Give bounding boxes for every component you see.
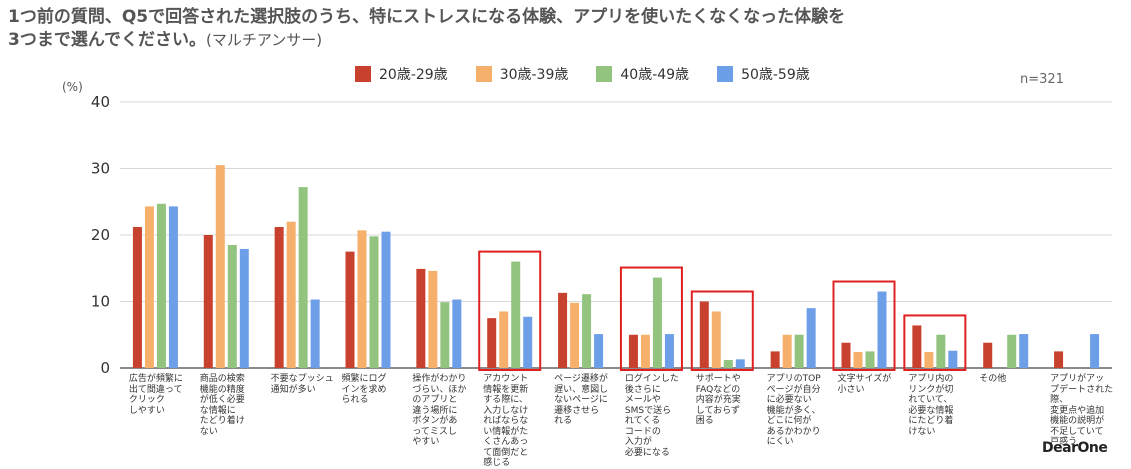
x-tick-label: アプリのTOP ページが自分 に必要ない 機能が多く、 どこに何が あるかわかり にくい <box>766 374 821 447</box>
bar <box>239 248 249 368</box>
bar <box>523 316 533 368</box>
bar <box>865 351 875 368</box>
legend-label: 30歳-39歳 <box>499 67 569 83</box>
bar <box>640 334 650 368</box>
bar <box>487 318 497 368</box>
bar <box>274 227 284 368</box>
x-tick-label: アプリ内の リンクが切 れていて、 必要な情報 にたどり着 けない <box>908 374 954 437</box>
legend-swatch <box>596 66 613 82</box>
x-tick-label: アカウント 情報を更新 する際に、 入力しなけ ればならな い情報がた くさんあっ て面倒だと… <box>483 374 529 468</box>
legend-label: 40歳-49歳 <box>620 67 690 83</box>
bar <box>381 231 391 368</box>
x-tick-label: アプリがアッ プデートされた際、 変更点や追加 機能の説明が 不足していて 戸惑う <box>1050 374 1114 447</box>
bar <box>132 227 142 368</box>
bar <box>806 308 816 368</box>
bar <box>1090 334 1100 368</box>
bar <box>440 302 450 368</box>
x-tick-label: 広告が頻繁に 出て間違って クリック しやすい <box>128 374 183 416</box>
bar <box>948 350 958 368</box>
bar <box>711 311 721 368</box>
legend-swatch <box>717 66 734 82</box>
highlight-box <box>903 314 967 372</box>
bar <box>416 268 426 368</box>
bar <box>1007 334 1017 368</box>
highlight-box <box>619 266 683 371</box>
y-tick-label: 20 <box>91 226 110 244</box>
bar <box>628 334 638 368</box>
bar <box>428 270 438 368</box>
chart-legend: 20歳-29歳 30歳-39歳 40歳-49歳 50歳-59歳 <box>355 64 810 84</box>
y-tick-label: 0 <box>100 359 110 377</box>
y-axis-unit: (%) <box>62 80 83 94</box>
legend-item: 30歳-39歳 <box>475 64 569 84</box>
bar <box>310 299 320 368</box>
highlight-box <box>690 290 754 371</box>
bar <box>156 203 166 368</box>
bar <box>877 291 887 368</box>
x-tick-label: 文字サイズが 小さい <box>837 374 892 395</box>
bar <box>770 351 780 368</box>
bar <box>699 301 709 368</box>
legend-item: 50歳-59歳 <box>717 64 810 84</box>
bar <box>853 352 863 368</box>
highlight-box <box>832 280 896 371</box>
bar <box>227 244 237 368</box>
bar <box>723 360 733 368</box>
title-main: 1つ前の質問、Q5で回答された選択肢のうち、特にストレスになる体験、アプリを使い… <box>8 7 846 27</box>
y-tick-label: 30 <box>91 160 110 178</box>
bar <box>570 302 580 368</box>
chart-title: 1つ前の質問、Q5で回答された選択肢のうち、特にストレスになる体験、アプリを使い… <box>8 6 1118 52</box>
x-tick-label: その他 <box>979 374 1007 384</box>
bar <box>511 261 521 368</box>
y-tick-label: 10 <box>91 293 110 311</box>
bar <box>924 352 934 368</box>
bar <box>298 187 308 368</box>
bar <box>983 342 993 368</box>
bar <box>452 299 462 368</box>
bar <box>499 311 509 368</box>
bar <box>782 334 792 368</box>
bar <box>794 334 804 368</box>
bar <box>652 277 662 368</box>
bar <box>664 334 674 368</box>
bar <box>841 342 851 368</box>
x-tick-label: 不要なプッシュ 通知が多い <box>270 374 334 395</box>
sample-size: n=321 <box>1020 72 1064 87</box>
legend-item: 40歳-49歳 <box>596 64 689 84</box>
bar <box>558 292 568 368</box>
title-sub: (マルチアンサー) <box>205 31 323 49</box>
legend-swatch <box>475 66 492 82</box>
x-tick-label: サポートや FAQなどの 内容が充実 しておらず 困る <box>695 374 741 426</box>
legend-label: 50歳-59歳 <box>741 67 810 83</box>
x-tick-label: ページ遷移が 遅い、意図し ないページに 遷移させら れる <box>554 374 609 426</box>
bar <box>912 325 922 368</box>
bar <box>215 165 225 368</box>
legend-swatch <box>355 66 371 82</box>
bar <box>1019 334 1029 368</box>
bar <box>203 235 213 368</box>
y-tick-label: 40 <box>91 93 110 111</box>
bar <box>144 206 154 368</box>
title-main2: 3つまで選んでください。 <box>8 30 206 50</box>
bar <box>168 206 178 368</box>
legend-label: 20歳-29歳 <box>379 67 448 83</box>
bar <box>936 334 946 368</box>
bar <box>357 230 367 368</box>
x-tick-label: 頻繁にログ インを求め られる <box>341 374 387 405</box>
bar <box>582 294 592 368</box>
bar <box>735 359 745 368</box>
x-tick-label: 操作がわかり づらい、ほか のアプリと 違う場所に ボタンがあ ってミスし やすい <box>412 374 467 447</box>
bar <box>594 334 604 368</box>
x-tick-label: ログインした 後さらに メールや SMSで送ら れてくる コードの 入力が 必要になる <box>624 374 679 458</box>
x-tick-label: 商品の検索 機能の精度 が低く必要 な情報に たどり着け ない <box>199 374 245 437</box>
bar <box>286 221 296 368</box>
legend-item: 20歳-29歳 <box>355 64 448 84</box>
highlight-box <box>478 250 542 372</box>
bar <box>345 251 355 368</box>
bar <box>369 236 379 368</box>
brand-logo: DearOne <box>1042 440 1108 456</box>
bar <box>1054 351 1064 368</box>
